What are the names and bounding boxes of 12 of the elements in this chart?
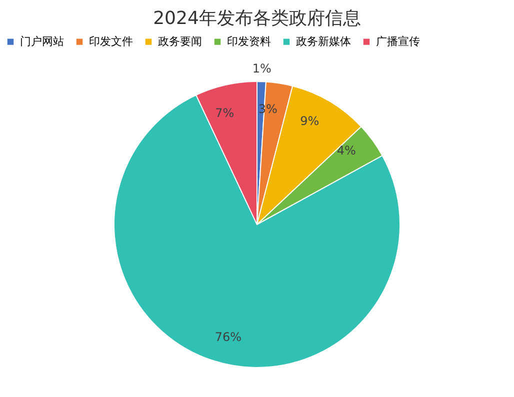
legend-label: 印发资料 [227, 34, 271, 48]
legend-label: 政务要闻 [158, 34, 202, 48]
data-label: 1% [252, 62, 272, 76]
data-label: 7% [215, 106, 234, 120]
legend-label: 印发文件 [89, 34, 133, 48]
legend-label: 政务新媒体 [296, 34, 351, 48]
chart-title: 2024年发布各类政府信息 [153, 8, 361, 29]
legend-label: 门户网站 [20, 34, 64, 48]
data-label: 4% [336, 144, 356, 158]
legend-label: 广播宣传 [376, 34, 420, 48]
data-label: 9% [300, 114, 320, 128]
data-label: 76% [214, 330, 242, 344]
